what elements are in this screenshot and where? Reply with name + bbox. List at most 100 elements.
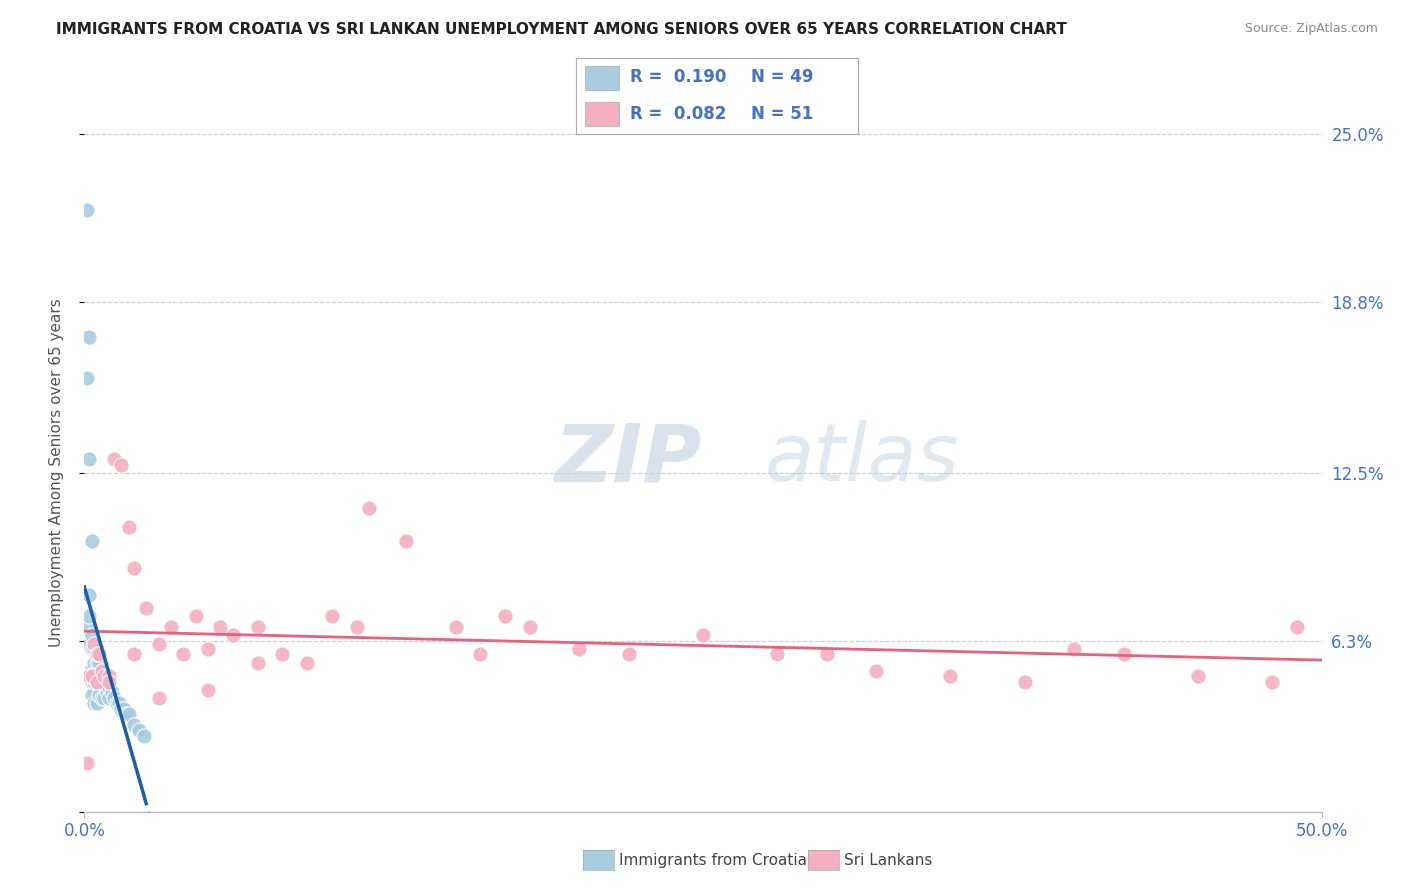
Point [197, 642, 219, 657]
Point [93, 669, 115, 683]
Point [110, 458, 132, 472]
Text: Immigrants from Croatia: Immigrants from Croatia [619, 854, 807, 868]
Point [105, 696, 128, 710]
FancyBboxPatch shape [585, 66, 619, 90]
Point [1187, 669, 1209, 683]
Point [89, 648, 111, 662]
Point [617, 648, 640, 662]
Point [80, 533, 103, 548]
Point [271, 648, 294, 662]
Point [160, 620, 183, 634]
Point [128, 723, 150, 738]
Point [98, 690, 121, 705]
Point [79, 588, 101, 602]
Point [172, 648, 194, 662]
Text: atlas: atlas [765, 420, 960, 499]
Point [692, 628, 714, 642]
Point [90, 690, 112, 705]
Y-axis label: Unemployment Among Seniors over 65 years: Unemployment Among Seniors over 65 years [49, 299, 63, 647]
Point [80, 628, 103, 642]
Text: N = 51: N = 51 [751, 104, 813, 123]
Point [222, 628, 245, 642]
Point [197, 682, 219, 697]
Point [135, 601, 157, 615]
Text: IMMIGRANTS FROM CROATIA VS SRI LANKAN UNEMPLOYMENT AMONG SENIORS OVER 65 YEARS C: IMMIGRANTS FROM CROATIA VS SRI LANKAN UN… [56, 22, 1067, 37]
Point [93, 677, 115, 691]
Point [108, 696, 131, 710]
Point [209, 620, 232, 634]
Point [939, 669, 962, 683]
Point [1285, 620, 1308, 634]
Point [122, 718, 145, 732]
Point [89, 656, 111, 670]
Point [1063, 642, 1085, 657]
Point [89, 688, 111, 702]
Point [122, 648, 145, 662]
Point [86, 696, 108, 710]
Point [83, 637, 105, 651]
Point [246, 620, 269, 634]
Point [79, 452, 101, 467]
Point [98, 669, 121, 683]
Point [519, 620, 541, 634]
Point [103, 452, 125, 467]
Point [89, 669, 111, 683]
Point [122, 560, 145, 574]
Point [184, 609, 207, 624]
Point [83, 642, 105, 657]
Point [80, 669, 103, 683]
Point [395, 533, 418, 548]
Text: Source: ZipAtlas.com: Source: ZipAtlas.com [1244, 22, 1378, 36]
Point [86, 656, 108, 670]
Point [1014, 674, 1036, 689]
Point [100, 685, 122, 699]
Point [98, 674, 121, 689]
Point [346, 620, 368, 634]
Text: R =  0.190: R = 0.190 [630, 69, 727, 87]
Text: ZIP: ZIP [554, 420, 702, 499]
Point [494, 609, 516, 624]
Point [79, 669, 101, 683]
Point [148, 690, 170, 705]
Point [766, 648, 789, 662]
Point [83, 656, 105, 670]
Point [93, 690, 115, 705]
Point [118, 707, 141, 722]
Point [103, 690, 125, 705]
Point [86, 648, 108, 662]
Point [1261, 674, 1284, 689]
Point [96, 685, 118, 699]
Point [815, 648, 838, 662]
Point [96, 674, 118, 689]
Point [76, 202, 98, 217]
Point [79, 669, 101, 683]
Point [115, 707, 138, 722]
Point [357, 501, 380, 516]
Point [90, 664, 112, 678]
Point [76, 371, 98, 385]
Text: R =  0.082: R = 0.082 [630, 104, 727, 123]
Point [1112, 648, 1135, 662]
Point [79, 637, 101, 651]
Point [86, 674, 108, 689]
Point [112, 701, 135, 715]
Point [865, 664, 887, 678]
Point [246, 656, 269, 670]
Point [76, 620, 98, 634]
Point [118, 520, 141, 534]
Point [98, 680, 121, 694]
Point [132, 729, 155, 743]
Point [86, 642, 108, 657]
Point [110, 701, 132, 715]
Text: Sri Lankans: Sri Lankans [844, 854, 932, 868]
Point [90, 664, 112, 678]
Point [79, 330, 101, 344]
Point [470, 648, 492, 662]
Point [80, 642, 103, 657]
Point [90, 674, 112, 689]
Point [86, 674, 108, 689]
FancyBboxPatch shape [585, 102, 619, 127]
Point [80, 674, 103, 689]
Point [321, 609, 343, 624]
Point [148, 637, 170, 651]
